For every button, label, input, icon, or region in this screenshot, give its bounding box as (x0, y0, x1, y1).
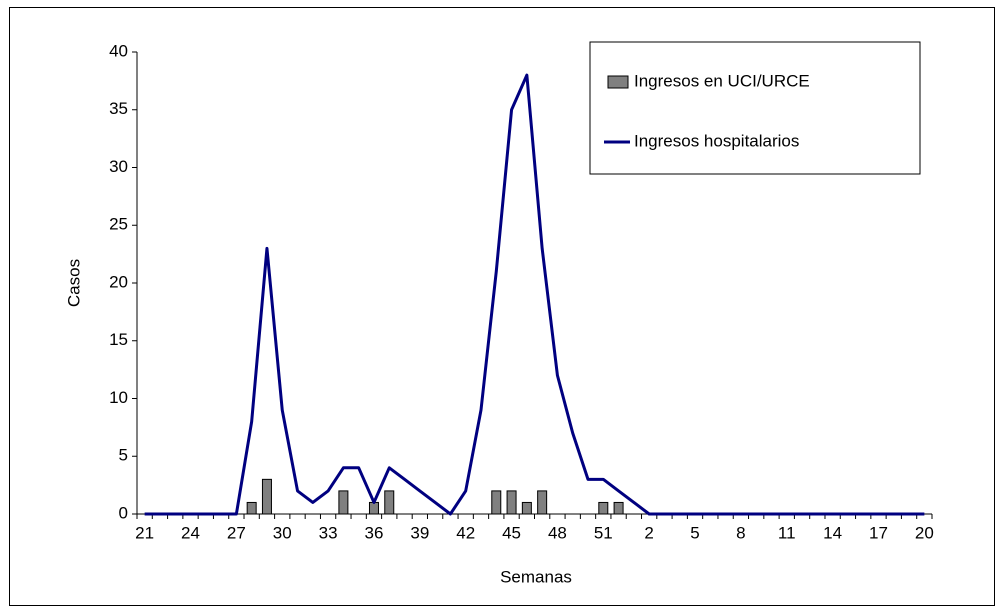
y-tick-label: 40 (109, 41, 128, 60)
x-tick-label: 36 (365, 523, 384, 542)
bar (491, 490, 502, 515)
line (144, 73, 925, 516)
legend-label: Ingresos en UCI/URCE (634, 71, 810, 90)
x-tick-label: 39 (410, 523, 429, 542)
legend-label: Ingresos hospitalarios (634, 131, 799, 150)
y-tick-label: 5 (119, 446, 128, 465)
x-tick-label: 48 (548, 523, 567, 542)
bar (613, 501, 624, 515)
x-tick-label: 45 (502, 523, 521, 542)
y-tick-label: 20 (109, 272, 128, 291)
x-tick-label: 20 (915, 523, 934, 542)
y-axis-label: Casos (64, 259, 83, 307)
legend-box (589, 41, 921, 175)
y-tick-label: 0 (119, 503, 128, 522)
x-tick-label: 2 (644, 523, 653, 542)
bar (521, 501, 532, 515)
x-tick-label: 17 (869, 523, 888, 542)
x-tick-label: 24 (181, 523, 200, 542)
x-tick-label: 42 (456, 523, 475, 542)
x-axis-label: Semanas (500, 567, 572, 586)
bar (506, 490, 517, 515)
y-tick-label: 30 (109, 157, 128, 176)
bar (368, 501, 379, 515)
y-tick-label: 15 (109, 330, 128, 349)
x-tick-label: 8 (736, 523, 745, 542)
x-tick-label: 21 (135, 523, 154, 542)
x-tick-label: 51 (594, 523, 613, 542)
bar (338, 490, 349, 515)
x-tick-label: 11 (778, 523, 796, 542)
bar (384, 490, 395, 515)
y-tick-label: 10 (109, 388, 128, 407)
bar (261, 478, 272, 515)
y-tick-label: 35 (109, 99, 128, 118)
bar (598, 501, 609, 515)
x-tick-label: 30 (273, 523, 292, 542)
legend-swatch (607, 75, 629, 89)
bar (537, 490, 548, 515)
y-tick-label: 25 (109, 215, 128, 234)
x-tick-label: 33 (319, 523, 338, 542)
bar (246, 501, 257, 515)
x-tick-label: 5 (690, 523, 699, 542)
x-tick-label: 27 (227, 523, 246, 542)
x-tick-label: 14 (823, 523, 842, 542)
